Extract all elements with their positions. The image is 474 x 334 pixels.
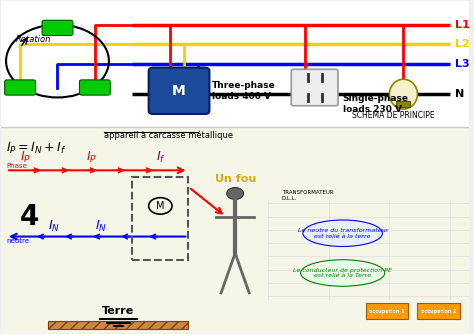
Text: Un fou: Un fou [215, 174, 256, 184]
Text: $I_N$: $I_N$ [95, 219, 107, 234]
Bar [48, 321, 188, 329]
Bar [396, 101, 410, 107]
Text: appareil à carcasse métallique: appareil à carcasse métallique [104, 131, 233, 140]
Ellipse shape [301, 260, 385, 286]
Bar [366, 303, 408, 319]
Circle shape [227, 187, 244, 199]
Text: M: M [156, 201, 164, 211]
Text: 4: 4 [20, 203, 39, 231]
Text: occupation 2: occupation 2 [421, 309, 456, 314]
Text: Le conducteur de protection PE
est relié à la Terre: Le conducteur de protection PE est relié… [293, 268, 392, 279]
Text: $I_P$: $I_P$ [85, 150, 97, 165]
FancyBboxPatch shape [5, 80, 36, 95]
Text: SCHEMA DE PRINCIPE: SCHEMA DE PRINCIPE [352, 111, 435, 120]
Text: $I_N$: $I_N$ [48, 219, 60, 234]
Text: L3: L3 [455, 59, 469, 69]
Text: L1: L1 [455, 20, 470, 30]
Bar [132, 177, 188, 260]
Text: M: M [172, 84, 186, 98]
Bar [1, 1, 469, 127]
Text: $I_f$: $I_f$ [155, 150, 165, 165]
Text: Terre: Terre [102, 306, 135, 316]
Text: N: N [455, 89, 464, 99]
Text: neutre: neutre [6, 238, 29, 244]
FancyBboxPatch shape [80, 80, 110, 95]
Text: $I_P = I_N + I_f$: $I_P = I_N + I_f$ [6, 141, 66, 156]
Bar [418, 303, 459, 319]
Text: Rotation: Rotation [16, 35, 51, 44]
Text: Three-phase
loads 400 V: Three-phase loads 400 V [212, 81, 275, 101]
Text: Phase: Phase [6, 163, 27, 169]
Text: occupation 1: occupation 1 [369, 309, 405, 314]
Text: Le neutre du transformateur
est relié à la terre: Le neutre du transformateur est relié à … [298, 228, 388, 239]
Bar [1, 127, 469, 333]
Text: TRANSFORMATEUR
D.L.L.: TRANSFORMATEUR D.L.L. [282, 190, 334, 201]
Ellipse shape [390, 79, 418, 109]
FancyBboxPatch shape [291, 69, 338, 106]
FancyBboxPatch shape [42, 20, 73, 35]
Text: L2: L2 [455, 39, 470, 49]
Text: Single-phase
loads 230 V: Single-phase loads 230 V [343, 95, 409, 114]
Text: $I_P$: $I_P$ [20, 150, 31, 165]
FancyBboxPatch shape [149, 67, 210, 114]
Ellipse shape [303, 220, 383, 246]
